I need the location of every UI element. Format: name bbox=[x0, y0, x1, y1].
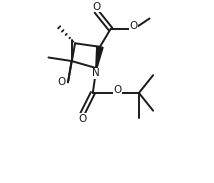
Text: O: O bbox=[92, 2, 101, 12]
Polygon shape bbox=[96, 46, 103, 68]
Text: O: O bbox=[58, 77, 66, 87]
Text: O: O bbox=[113, 85, 122, 95]
Text: N: N bbox=[92, 68, 100, 79]
Text: O: O bbox=[129, 21, 138, 31]
Text: O: O bbox=[78, 114, 86, 124]
